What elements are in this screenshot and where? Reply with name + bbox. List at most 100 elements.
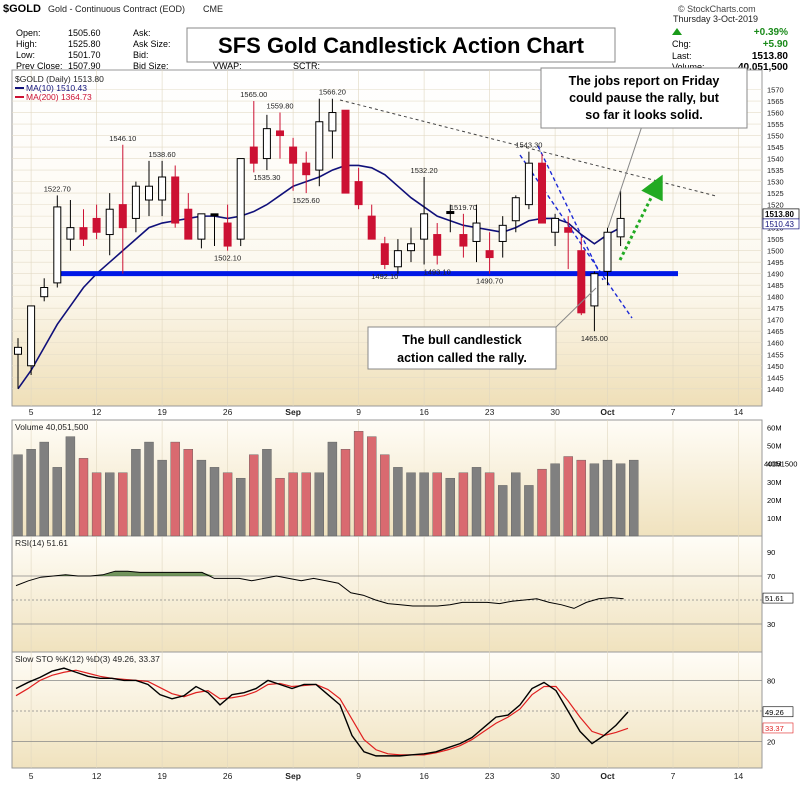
volume-bar <box>144 441 154 537</box>
price-tick-label: 1545 <box>767 143 784 152</box>
price-tick-label: 1500 <box>767 247 784 256</box>
price-tick-label: 1540 <box>767 155 784 164</box>
sto-tick-label: 80 <box>767 676 775 685</box>
annotation-bottom-line1: The bull candlestick <box>402 333 522 347</box>
price-tick-label: 1555 <box>767 120 784 129</box>
volume-bar <box>484 472 495 537</box>
candle-price-label: 1543.30 <box>515 141 542 150</box>
volume-legend: Volume 40,051,500 <box>15 422 89 432</box>
date-tick-label: 23 <box>485 407 495 417</box>
date-tick-label: 23 <box>485 771 495 781</box>
quote-value-prevclose: 1507.90 <box>68 61 101 71</box>
chg-value: +5.90 <box>763 39 789 50</box>
volume-bar <box>629 459 639 537</box>
volume-bar <box>301 472 311 537</box>
ma10-tag-box <box>762 218 800 230</box>
price-tick-label: 1530 <box>767 178 784 187</box>
rsi-tick-label: 70 <box>767 572 775 581</box>
quote-value-high: 1525.80 <box>68 39 101 49</box>
candle-body <box>14 346 22 355</box>
candle-body <box>302 162 311 176</box>
ma10-tag: 1510.43 <box>765 220 794 229</box>
volume-tick-label: 50M <box>767 442 782 451</box>
price-legend: $GOLD (Daily) 1513.80 MA(10) 1510.43 MA(… <box>15 74 104 102</box>
legend-price: $GOLD (Daily) 1513.80 <box>15 74 104 84</box>
volume-bar <box>91 472 102 537</box>
quote-label-high: High: <box>16 39 37 49</box>
rsi-polyline <box>15 570 624 609</box>
volume-tick-label: 60M <box>767 424 782 433</box>
volume-bar <box>170 441 180 537</box>
sto-d-tag-box <box>762 722 794 734</box>
candle-price-label: 1522.70 <box>44 184 71 193</box>
volume-bar <box>550 463 560 537</box>
annotation-top-line3: so far it looks solid. <box>585 108 702 122</box>
volume-bar <box>26 449 36 537</box>
candle-body <box>472 222 481 242</box>
price-tick-label: 1565 <box>767 97 784 106</box>
chg-label: Chg: <box>672 39 691 49</box>
candle-body <box>210 213 219 217</box>
volume-label: Volume: <box>672 62 705 72</box>
channel-line-upper <box>537 145 604 281</box>
candle-body <box>197 213 206 240</box>
date-tick-label: Sep <box>285 407 301 417</box>
candle-body <box>380 243 389 265</box>
volume-bar <box>576 459 586 537</box>
candle-price-label: 1492.10 <box>371 272 398 281</box>
candle-body <box>171 176 180 224</box>
volume-bar <box>209 467 220 537</box>
price-axis: 1440 1445 1450 1455 1460 1465 1470 1475 1480 1485… <box>762 86 800 394</box>
candle-body <box>616 217 625 238</box>
volume-bar <box>615 463 626 537</box>
candle-price-label: 1532.20 <box>411 166 438 175</box>
date-tick-label: 5 <box>29 407 34 417</box>
description: Gold - Continuous Contract (EOD) <box>48 4 185 14</box>
volume-bar <box>498 485 508 537</box>
candle-body <box>131 185 140 219</box>
price-tick-label: 1475 <box>767 304 784 313</box>
volume-last-tag: 40051500 <box>764 460 797 469</box>
date-tick-label: 16 <box>419 771 429 781</box>
last-label: Last: <box>672 51 692 61</box>
quote-label-bidsize: Bid Size: <box>133 61 169 71</box>
up-triangle-icon <box>672 28 682 35</box>
sto-k-tag: 49.26 <box>765 708 784 717</box>
date-tick-label: 12 <box>92 407 102 417</box>
candle-body <box>66 227 75 240</box>
candle-body <box>27 305 36 367</box>
date-tick-label: 14 <box>734 407 744 417</box>
price-labels: 1522.70 1546.10 1538.60 1502.10 1565.00 1535.… <box>44 88 608 344</box>
quote-label-ask: Ask: <box>133 28 151 38</box>
annotation-box-top <box>540 67 748 129</box>
volume-bar <box>52 467 62 537</box>
date-tick-label: 5 <box>29 771 34 781</box>
volume-bar <box>393 467 403 537</box>
candle-price-label: 1546.10 <box>109 134 136 143</box>
candles <box>14 98 625 389</box>
volume-bar <box>131 449 141 537</box>
quote-label-vwap: VWAP: <box>213 61 242 71</box>
volume-bar <box>235 477 246 537</box>
volume-bar <box>249 454 259 537</box>
candle-body <box>236 158 245 240</box>
date-tick-label: 9 <box>356 771 361 781</box>
candle-price-label: 1559.80 <box>266 102 293 111</box>
candle-price-label: 1538.60 <box>149 150 176 159</box>
candle-body <box>524 162 533 206</box>
sto-panel <box>11 651 763 769</box>
volume-bar <box>39 441 49 537</box>
volume-bar <box>104 472 115 537</box>
volume-bar <box>196 459 207 537</box>
candle-body <box>511 197 520 222</box>
candle-body <box>393 250 402 268</box>
date-tick-label: Oct <box>600 407 614 417</box>
quote-label-open: Open: <box>16 28 41 38</box>
volume-bar <box>445 477 455 537</box>
legend-ma200: MA(200) 1364.73 <box>26 92 92 102</box>
rsi-line: 9070503051.61 <box>12 548 794 629</box>
candle-body <box>315 121 324 171</box>
volume-bar <box>419 472 429 537</box>
annotation-bottom-line2: action called the rally. <box>397 351 527 365</box>
